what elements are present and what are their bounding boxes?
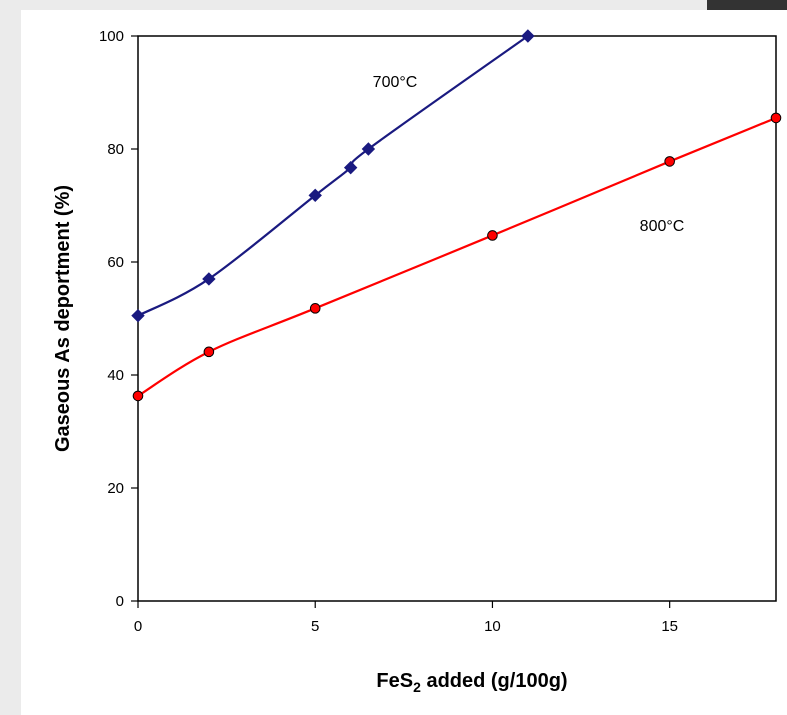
series-800-annotation: 800°C (640, 218, 685, 235)
series-700-point (202, 272, 216, 286)
series-700-point (343, 160, 358, 175)
series-800-point (203, 346, 215, 358)
series-800-point (309, 303, 321, 314)
plot-area (137, 35, 777, 602)
y-tick-label: 60 (107, 254, 124, 271)
series-800-point (487, 230, 498, 241)
x-tick-label: 0 (134, 618, 142, 635)
series-700-annotation: 700°C (373, 74, 418, 91)
y-tick-label: 40 (107, 367, 124, 384)
series-700-point (521, 29, 535, 43)
x-axis-title: FeS2 added (g/100g) (376, 670, 567, 695)
series-800-point (132, 390, 144, 402)
series-700-point (361, 142, 376, 156)
y-axis-title: Gaseous As deportment (%) (52, 185, 74, 452)
series-700-point (308, 188, 322, 203)
series-800-point (770, 112, 782, 124)
y-tick-label: 80 (107, 141, 124, 158)
y-tick-label: 100 (99, 28, 124, 45)
series-700-point (131, 308, 145, 323)
x-tick-label: 15 (661, 618, 678, 635)
x-tick-label: 5 (311, 618, 319, 635)
y-tick-label: 0 (116, 593, 124, 610)
corner-tab (707, 0, 787, 10)
series-800-point (664, 156, 675, 167)
y-tick-label: 20 (107, 480, 124, 497)
x-tick-label: 10 (484, 618, 501, 635)
